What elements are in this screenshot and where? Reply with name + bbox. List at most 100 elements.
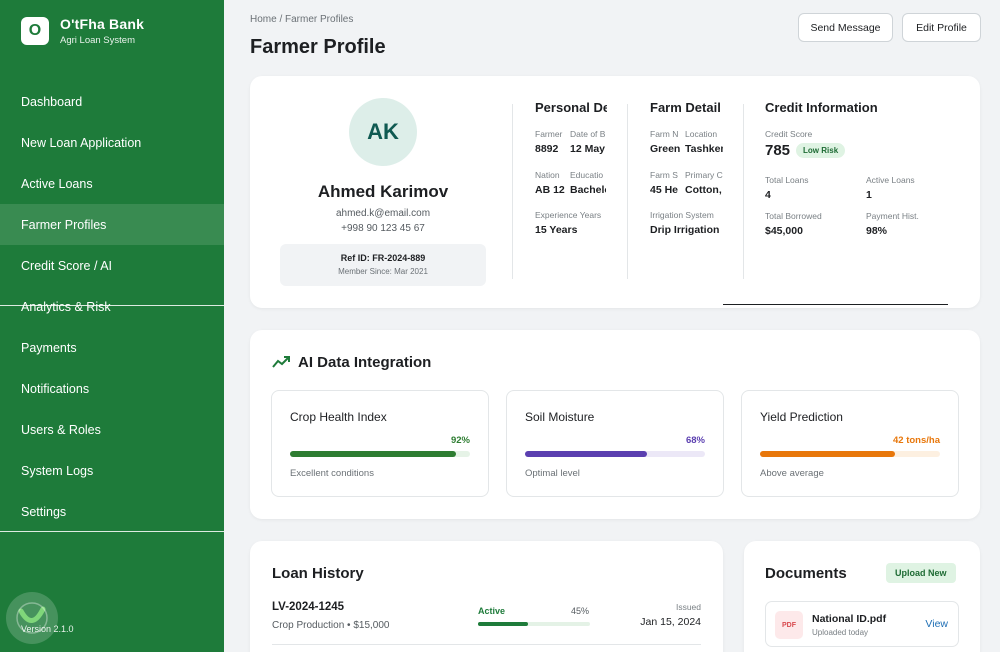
field-label: Experience Years [535,210,602,220]
field-label: Credit Score [765,129,813,139]
metric-value: 92% [450,435,470,446]
loan-issued-label: Issued [675,602,701,612]
loan-id: LV-2024-1245 [272,601,345,613]
loan-progress-track [478,622,590,626]
edit-profile-button[interactable]: Edit Profile [902,13,981,42]
leaf-icon [6,592,58,644]
profile-card: AK Ahmed Karimov ahmed.k@email.com +998 … [250,76,980,308]
total-borrowed-field: Total Borrowed $45,000 [765,211,855,237]
sidebar-item-new-loan-application[interactable]: New Loan Application [21,135,142,150]
credit-information-title: Credit Information [765,100,878,115]
loan-row[interactable]: LV-2024-1245 Crop Production • $15,000 A… [272,599,701,645]
sidebar-item-notifications[interactable]: Notifications [21,381,90,396]
field-label: Total Borrowed [765,211,822,221]
sidebar-item-analytics-risk[interactable]: Analytics & Risk [21,299,111,314]
loan-history-card: Loan History LV-2024-1245 Crop Productio… [250,541,723,652]
document-uploaded: Uploaded today [812,628,869,637]
credit-score-value: 785 [765,142,791,159]
field-value: Green [650,143,680,155]
avatar: AK [349,98,417,166]
field-value: 8892 [535,143,559,155]
location-field: Location Tashken [685,129,723,155]
metric-track [760,451,940,457]
metric-yield-prediction[interactable]: Yield Prediction 42 tons/ha Above averag… [741,390,959,497]
documents-title: Documents [765,565,847,582]
date-of-birth-field: Date of B 12 May [570,129,606,155]
field-label: Farmer [535,129,563,139]
field-value: Tashken [685,143,723,155]
send-message-button[interactable]: Send Message [798,13,893,42]
loan-history-title: Loan History [272,565,364,582]
sidebar-item-credit-score-ai[interactable]: Credit Score / AI [21,258,113,273]
sidebar-item-users-roles[interactable]: Users & Roles [21,422,101,437]
field-value: 12 May [570,143,606,155]
field-value: 1 [866,189,872,201]
app-version: Version 2.1.0 [21,624,74,634]
upload-new-button[interactable]: Upload New [886,563,956,583]
metric-note: Optimal level [525,468,580,479]
loan-status: Active [478,606,506,616]
sidebar-nav: Dashboard New Loan Application Active Lo… [0,81,224,532]
metric-crop-health[interactable]: Crop Health Index 92% Excellent conditio… [271,390,489,497]
bank-logo: O [21,17,49,45]
sidebar-item-dashboard[interactable]: Dashboard [21,94,83,109]
divider [627,104,628,279]
metric-soil-moisture[interactable]: Soil Moisture 68% Optimal level [506,390,724,497]
farm-size-field: Farm S 45 He [650,170,680,196]
brand[interactable]: O O'tFha Bank Agri Loan System [21,16,144,46]
metric-track [525,451,705,457]
national-id-field: Nation AB 12 [535,170,565,196]
sidebar-item-farmer-profiles[interactable]: Farmer Profiles [0,204,224,245]
personal-details-title: Personal De [535,100,607,115]
breadcrumb[interactable]: Home / Farmer Profiles [250,14,354,25]
field-value: 15 Years [535,224,578,236]
payment-history-field: Payment Hist. 98% [866,211,956,237]
view-document-link[interactable]: View [925,618,948,630]
metric-fill [290,451,456,457]
field-value: Bachelo [570,184,606,196]
ai-data-title: AI Data Integration [298,354,432,371]
document-name: National ID.pdf [812,613,887,625]
metric-note: Above average [760,468,824,479]
field-label: Date of B [570,129,606,139]
active-loans-field: Active Loans 1 [866,175,956,201]
loan-description: Crop Production • $15,000 [272,620,390,631]
field-label: Educatio [570,170,604,180]
irrigation-field: Irrigation System Drip Irrigation [650,210,728,236]
ai-data-card: AI Data Integration Crop Health Index 92… [250,330,980,519]
sidebar-item-payments[interactable]: Payments [21,340,77,355]
metric-track [290,451,470,457]
farm-name-field: Farm N Green [650,129,680,155]
field-label: Location [685,129,718,139]
field-value: 98% [866,225,888,237]
field-label: Nation [535,170,560,180]
sidebar-item-settings[interactable]: Settings [21,504,67,519]
metric-fill [760,451,895,457]
sidebar: O O'tFha Bank Agri Loan System Dashboard… [0,0,224,652]
divider [0,305,224,306]
farm-details-title: Farm Detail [650,100,721,115]
primary-crop-field: Primary C Cotton, [685,170,723,196]
credit-score-field: Credit Score 785 Low Risk [765,129,955,160]
field-label: Active Loans [866,175,915,185]
field-value: $45,000 [765,225,803,237]
farmer-email[interactable]: ahmed.k@email.com [335,208,431,219]
field-value: AB 12 [535,184,565,196]
field-label: Farm N [650,129,679,139]
member-since: Member Since: Mar 2021 [338,267,428,276]
total-loans-field: Total Loans 4 [765,175,855,201]
sidebar-item-active-loans[interactable]: Active Loans [21,176,93,191]
ref-id: Ref ID: FR-2024-889 [340,253,426,263]
loan-issued-date: Jan 15, 2024 [640,616,701,628]
farmer-phone: +998 90 123 45 67 [341,223,425,234]
brand-name: O'tFha Bank [60,16,145,32]
page-title: Farmer Profile [250,36,386,58]
experience-field: Experience Years 15 Years [535,210,607,236]
document-item[interactable]: PDF National ID.pdf Uploaded today View [765,601,959,647]
field-label: Irrigation System [650,210,714,220]
field-label: Farm S [650,170,678,180]
divider [743,104,744,279]
sidebar-item-system-logs[interactable]: System Logs [21,463,94,478]
field-label: Primary C [685,170,723,180]
loan-progress-percent: 45% [571,606,590,616]
